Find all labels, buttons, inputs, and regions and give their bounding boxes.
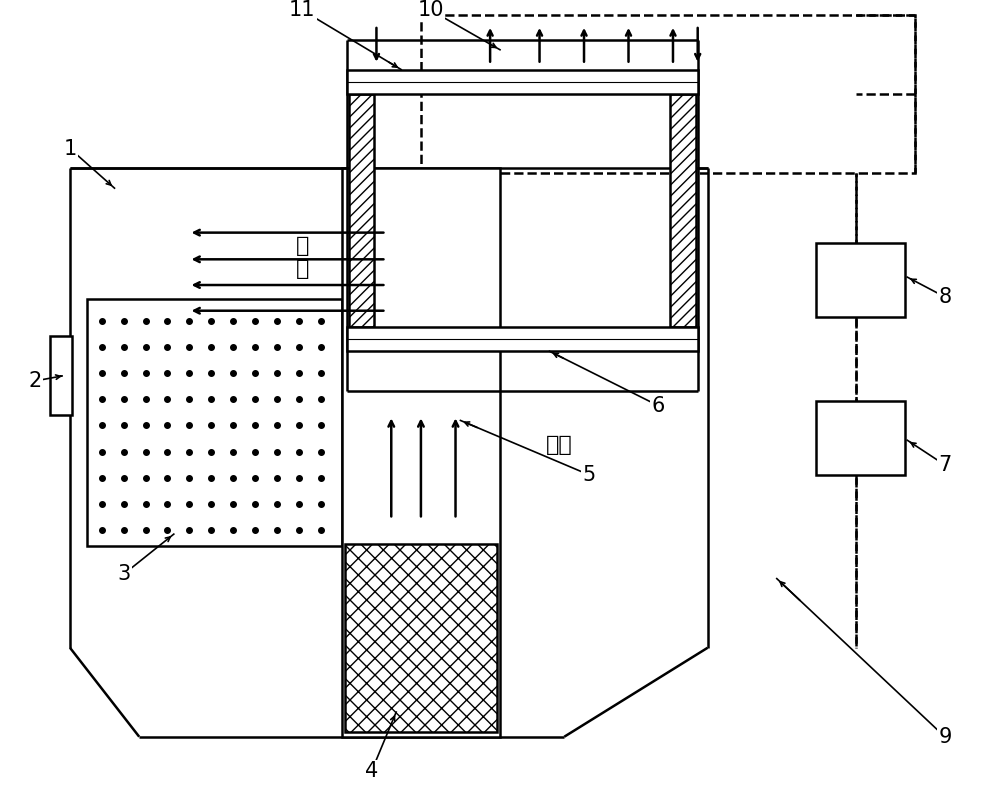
- Bar: [50, 336, 72, 416]
- Text: 3: 3: [118, 564, 131, 584]
- Bar: [816, 243, 905, 316]
- Bar: [421, 15, 915, 173]
- Bar: [816, 400, 905, 475]
- Text: 10: 10: [418, 0, 444, 20]
- Text: 1: 1: [63, 139, 77, 159]
- Text: 冷
气: 冷 气: [296, 235, 309, 279]
- Text: 9: 9: [938, 727, 952, 747]
- Text: 5: 5: [582, 465, 596, 485]
- Bar: [347, 327, 698, 352]
- Bar: [670, 95, 696, 327]
- Bar: [342, 168, 500, 737]
- Text: 4: 4: [365, 761, 378, 781]
- Text: 热气: 热气: [546, 435, 573, 455]
- Text: 11: 11: [289, 0, 316, 20]
- Bar: [87, 299, 342, 546]
- Bar: [345, 544, 497, 732]
- Bar: [349, 95, 374, 327]
- Text: 8: 8: [938, 287, 951, 307]
- Bar: [347, 70, 698, 95]
- Text: 6: 6: [651, 396, 665, 416]
- Text: 2: 2: [29, 371, 42, 391]
- Text: 7: 7: [938, 455, 951, 475]
